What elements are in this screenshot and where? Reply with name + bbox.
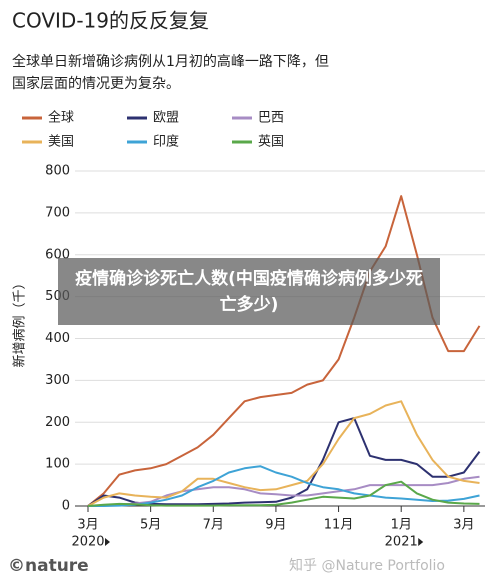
legend-label: 美国	[48, 135, 74, 150]
legend-label: 全球	[48, 110, 74, 126]
y-axis-label: 新增病例（千）	[12, 276, 28, 367]
series-line	[87, 400, 480, 507]
y-tick-label: 700	[45, 205, 70, 220]
legend-label: 英国	[258, 135, 284, 150]
x-tick-label: 3月	[77, 518, 98, 533]
y-tick-label: 400	[45, 331, 70, 346]
y-tick-label: 100	[45, 457, 70, 472]
legend-label: 印度	[153, 134, 179, 150]
overlay-banner: 疫情确诊诊死亡人数(中国疫情确诊病例多少死亡多少)	[58, 258, 440, 325]
watermark: 知乎 @Nature Portfolio	[289, 557, 445, 574]
footer-logo: ©nature	[8, 556, 89, 576]
chart-title: COVID-19的反反复复	[12, 9, 209, 33]
subtitle: 全球单日新增确诊病例从1月初的高峰一路下降，但	[12, 53, 329, 70]
legend-label: 欧盟	[153, 111, 179, 126]
subtitle: 国家层面的情况更为复杂。	[12, 75, 180, 92]
year-arrow	[105, 538, 110, 546]
series-line	[87, 195, 481, 507]
year-label: 2020	[71, 535, 104, 550]
series-line	[87, 417, 481, 507]
x-tick-label: 7月	[203, 518, 224, 533]
series-line	[87, 480, 480, 507]
x-tick-label: 1月	[391, 518, 412, 533]
y-tick-label: 0	[62, 499, 70, 514]
year-arrow	[418, 538, 424, 546]
year-label: 2021	[385, 535, 418, 550]
y-tick-label: 300	[45, 373, 70, 388]
x-tick-label: 3月	[453, 518, 474, 533]
series-line	[87, 475, 480, 507]
legend-label: 巴西	[258, 111, 284, 126]
y-tick-label: 800	[45, 164, 70, 179]
x-tick-label: 9月	[265, 518, 286, 533]
series-line	[88, 465, 480, 507]
x-tick-label: 5月	[140, 518, 161, 533]
x-tick-label: 11月	[324, 518, 354, 533]
y-tick-label: 200	[45, 415, 70, 430]
